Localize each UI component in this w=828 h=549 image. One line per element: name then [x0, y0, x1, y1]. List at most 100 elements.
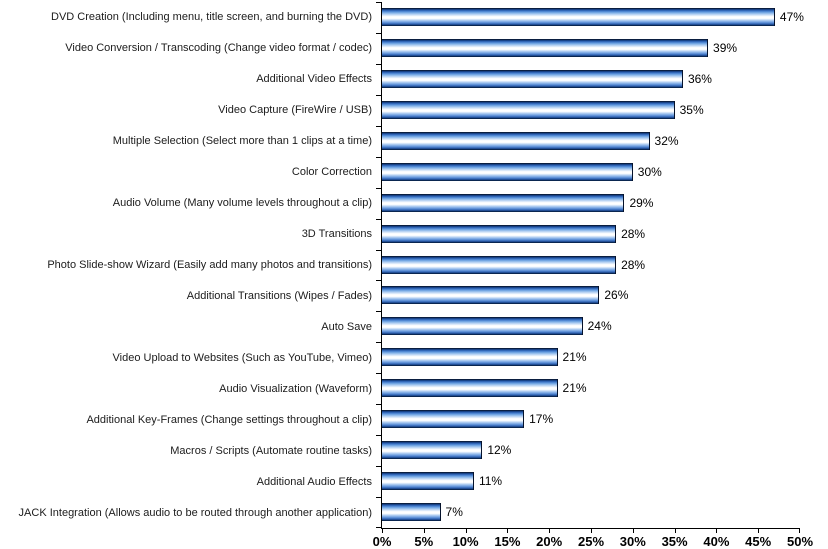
- x-axis-tick: [716, 528, 718, 533]
- category-label: Additional Transitions (Wipes / Fades): [186, 289, 372, 302]
- x-axis-tick-label: 50%: [786, 534, 814, 549]
- y-axis-tick: [376, 373, 382, 375]
- x-axis-tick-label: 20%: [536, 534, 563, 549]
- category-label: Audio Volume (Many volume levels through…: [112, 197, 372, 210]
- x-axis-tick-label: 30%: [619, 534, 646, 549]
- value-label: 11%: [478, 474, 503, 489]
- x-axis-tick-label: 45%: [745, 534, 772, 549]
- category-label: Color Correction: [291, 166, 372, 179]
- x-axis-tick: [591, 528, 592, 533]
- category-axis-labels: DVD Creation (Including menu, title scre…: [0, 2, 372, 528]
- chart-row: 12%: [382, 435, 800, 466]
- y-axis-tick: [376, 2, 382, 3]
- x-axis-tick-label: 5%: [414, 534, 434, 549]
- chart-row: 11%: [382, 466, 800, 497]
- value-label: 17%: [529, 412, 554, 427]
- plot-area: 47% 39% 36% 35% 32% 30% 29% 28% 28% 26% 24% 21% 21% 1…: [373, 2, 813, 549]
- x-axis-tick-label: 25%: [577, 534, 605, 549]
- chart-row: 26%: [382, 280, 800, 311]
- category-label: Additional Key-Frames (Change settings t…: [86, 413, 372, 426]
- value-label: 28%: [621, 257, 646, 272]
- x-axis-tick-label: 0%: [372, 534, 392, 549]
- chart-row: 21%: [382, 342, 800, 373]
- bar: [382, 286, 600, 305]
- x-axis-tick-label: 35%: [661, 534, 688, 549]
- value-label: 26%: [604, 288, 629, 303]
- chart-row: 28%: [382, 250, 800, 281]
- value-label: 32%: [654, 133, 679, 148]
- y-axis-tick: [376, 94, 382, 96]
- chart-row: 28%: [382, 219, 800, 250]
- bar: [382, 224, 617, 243]
- x-axis-tick: [382, 528, 383, 533]
- bar: [382, 193, 625, 212]
- category-label: Macros / Scripts (Automate routine tasks…: [170, 444, 372, 457]
- value-label: 29%: [629, 195, 654, 210]
- value-label: 7%: [445, 505, 463, 520]
- y-axis-tick: [376, 342, 382, 344]
- chart-row: 7%: [382, 497, 800, 528]
- category-label: Additional Video Effects: [256, 73, 372, 86]
- x-axis-tick-label: 40%: [703, 534, 730, 549]
- y-axis-tick: [376, 435, 382, 437]
- y-axis-tick: [376, 466, 382, 468]
- y-axis-tick: [376, 527, 382, 528]
- value-label: 39%: [713, 40, 738, 55]
- category-label: Photo Slide-show Wizard (Easily add many…: [47, 258, 372, 271]
- bar: [382, 472, 474, 491]
- value-label: 47%: [779, 10, 804, 24]
- bar: [382, 348, 558, 367]
- bar: [382, 379, 558, 398]
- category-label: Auto Save: [321, 320, 372, 333]
- category-label: Video Capture (FireWire / USB): [218, 104, 372, 117]
- x-axis-tick-label: 10%: [452, 534, 479, 549]
- category-label: Video Upload to Websites (Such as YouTub…: [112, 351, 372, 364]
- chart-row: 29%: [382, 188, 800, 219]
- category-label: Multiple Selection (Select more than 1 c…: [112, 135, 372, 148]
- y-axis-tick: [376, 218, 382, 220]
- value-label: 24%: [587, 319, 612, 334]
- x-axis-tick: [549, 528, 551, 533]
- bar: [382, 317, 583, 336]
- chart-row: 24%: [382, 311, 800, 342]
- chart-row: 36%: [382, 64, 800, 95]
- bar: [382, 410, 525, 429]
- value-label: 30%: [637, 164, 662, 179]
- y-axis-tick: [376, 249, 382, 251]
- y-axis-tick: [376, 404, 382, 406]
- x-axis-tick: [758, 528, 760, 533]
- y-axis-tick: [376, 187, 382, 189]
- value-label: 21%: [562, 381, 587, 396]
- value-label: 35%: [679, 102, 704, 117]
- chart-row: 39%: [382, 33, 800, 64]
- bar: [382, 131, 650, 150]
- y-axis-tick: [376, 497, 382, 499]
- chart-row: 32%: [382, 126, 800, 157]
- x-axis-tick: [632, 528, 634, 533]
- x-axis-tick: [799, 528, 800, 533]
- x-axis-tick: [507, 528, 509, 533]
- value-label: 12%: [487, 443, 512, 458]
- y-axis-tick: [376, 280, 382, 282]
- chart-row: 30%: [382, 157, 800, 188]
- value-label: 36%: [687, 71, 712, 86]
- x-axis-tick: [423, 528, 425, 533]
- x-axis-tick: [674, 528, 676, 533]
- bar: [382, 441, 483, 460]
- chart-row: 17%: [382, 404, 800, 435]
- category-label: JACK Integration (Allows audio to be rou…: [18, 506, 372, 519]
- y-axis-tick: [376, 32, 382, 34]
- y-axis-tick: [376, 63, 382, 65]
- bar: [382, 162, 633, 181]
- chart-row: 21%: [382, 373, 800, 404]
- y-axis-tick: [376, 311, 382, 313]
- category-label: Additional Audio Effects: [256, 475, 372, 488]
- category-label: Video Conversion / Transcoding (Change v…: [65, 42, 372, 55]
- bar: [382, 69, 683, 88]
- bar: [382, 38, 709, 57]
- category-label: DVD Creation (Including menu, title scre…: [51, 11, 372, 24]
- category-label: Audio Visualization (Waveform): [219, 382, 372, 395]
- value-label: 21%: [562, 350, 587, 365]
- bar: [382, 255, 617, 274]
